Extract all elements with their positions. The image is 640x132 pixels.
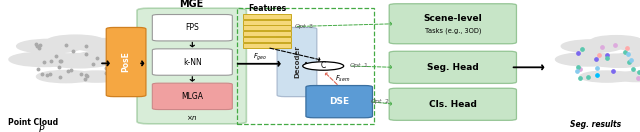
Text: Seg. Head: Seg. Head (427, 63, 479, 72)
Circle shape (613, 39, 640, 51)
Circle shape (70, 71, 124, 82)
Text: Tasks (e.g., 3OD): Tasks (e.g., 3OD) (424, 28, 481, 34)
Text: Decoder: Decoder (294, 46, 300, 78)
Circle shape (588, 54, 640, 67)
Circle shape (9, 52, 78, 67)
Text: $\times n$: $\times n$ (186, 113, 198, 122)
FancyBboxPatch shape (243, 31, 291, 36)
Text: $Opt.2$: $Opt.2$ (370, 97, 390, 106)
FancyBboxPatch shape (389, 88, 516, 120)
FancyBboxPatch shape (389, 51, 516, 83)
FancyBboxPatch shape (306, 86, 372, 118)
Circle shape (612, 72, 640, 82)
Text: Scene-level: Scene-level (424, 14, 482, 23)
Circle shape (76, 51, 135, 63)
Circle shape (303, 62, 344, 70)
FancyBboxPatch shape (152, 49, 232, 75)
Circle shape (617, 51, 640, 62)
Text: DSE: DSE (329, 97, 349, 106)
FancyBboxPatch shape (243, 37, 291, 42)
Text: MLGA: MLGA (181, 92, 204, 101)
Circle shape (47, 35, 104, 47)
Circle shape (36, 70, 95, 83)
Text: Point Cloud: Point Cloud (8, 118, 58, 127)
FancyBboxPatch shape (243, 43, 291, 48)
FancyBboxPatch shape (243, 25, 291, 30)
Text: PosE: PosE (122, 52, 131, 72)
FancyBboxPatch shape (277, 27, 317, 97)
Text: $F_{sem}$: $F_{sem}$ (335, 74, 350, 84)
Text: $Opt.1$: $Opt.1$ (349, 62, 369, 70)
Text: Seg. results: Seg. results (570, 120, 621, 129)
Text: Cls. Head: Cls. Head (429, 100, 477, 109)
Circle shape (70, 39, 132, 51)
FancyBboxPatch shape (137, 8, 246, 124)
Circle shape (561, 40, 623, 53)
FancyBboxPatch shape (106, 27, 146, 97)
Text: $F_{geo}$: $F_{geo}$ (253, 51, 267, 63)
Text: $Opt.3$: $Opt.3$ (294, 22, 314, 31)
Circle shape (17, 39, 83, 53)
FancyBboxPatch shape (243, 14, 291, 19)
Text: C: C (321, 62, 326, 70)
Circle shape (44, 54, 113, 68)
Text: $P$: $P$ (38, 122, 46, 132)
Text: k-NN: k-NN (183, 58, 202, 67)
Text: MGE: MGE (180, 0, 204, 9)
Circle shape (556, 53, 620, 66)
FancyBboxPatch shape (152, 83, 232, 110)
Text: Features: Features (248, 4, 286, 13)
FancyBboxPatch shape (243, 20, 291, 25)
Circle shape (591, 36, 640, 46)
Text: FPS: FPS (186, 23, 199, 32)
FancyBboxPatch shape (152, 15, 232, 41)
Circle shape (580, 71, 634, 82)
FancyBboxPatch shape (389, 4, 516, 44)
